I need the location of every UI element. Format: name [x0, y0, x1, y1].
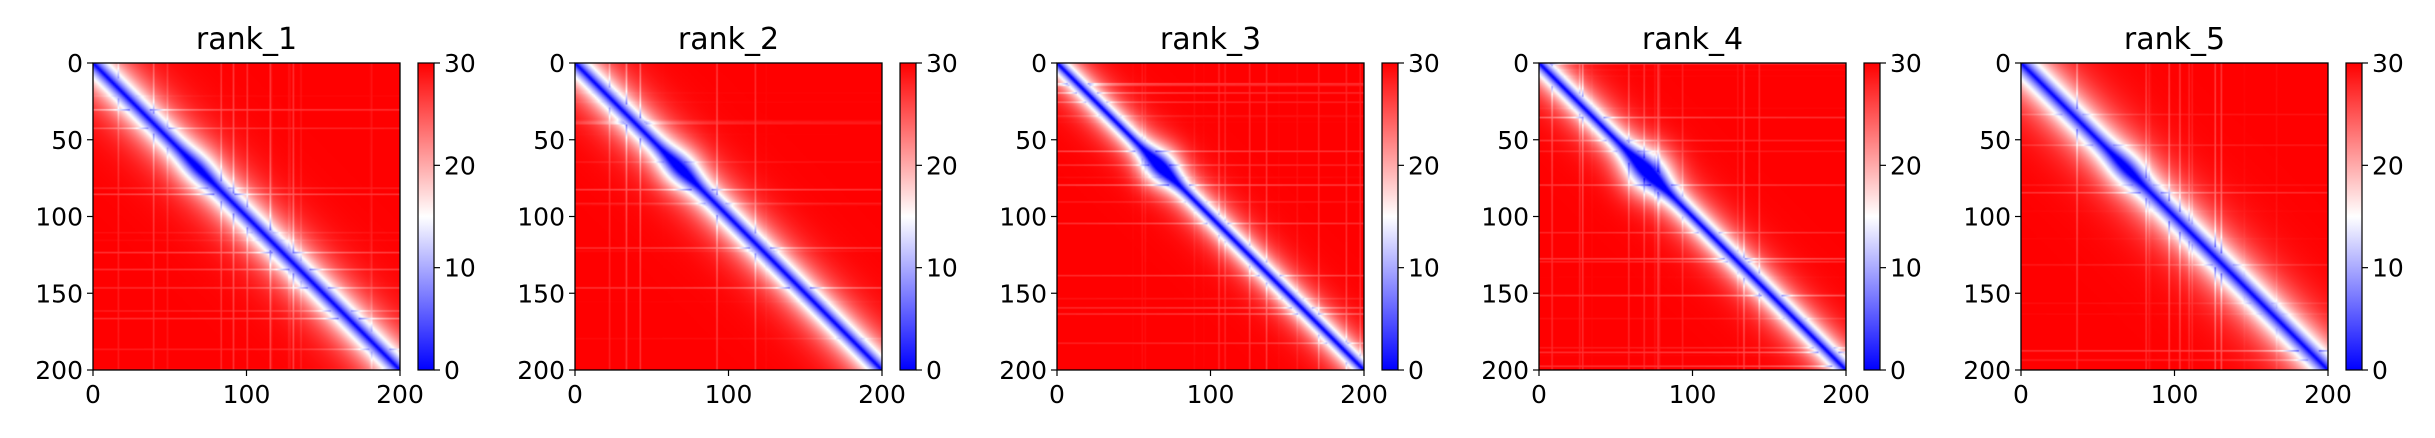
colorbar — [899, 62, 917, 371]
x-tick-label: 100 — [1669, 380, 1717, 409]
colorbar — [1863, 62, 1881, 371]
colorbar-tick-label: 20 — [1408, 151, 1440, 180]
y-tick-label: 50 — [51, 126, 83, 155]
y-tick-label: 200 — [1963, 356, 2011, 385]
x-tick-label: 0 — [1531, 380, 1547, 409]
y-tick-label: 150 — [999, 279, 1047, 308]
x-tick-label: 100 — [705, 380, 753, 409]
y-tick-label: 100 — [517, 203, 565, 232]
panel-title: rank_1 — [196, 22, 297, 57]
colorbar-tick-label: 30 — [1890, 49, 1922, 78]
colorbar-tick-label: 20 — [926, 151, 958, 180]
colorbar-tick-label: 30 — [444, 49, 476, 78]
y-tick-label: 150 — [1481, 279, 1529, 308]
distance-matrix-image — [1539, 63, 1846, 370]
colorbar-tick-label: 0 — [1890, 356, 1906, 385]
x-tick-label: 100 — [1187, 380, 1235, 409]
y-tick-label: 100 — [1963, 203, 2011, 232]
colorbar-tick-label: 10 — [444, 254, 476, 283]
colorbar — [2345, 62, 2363, 371]
y-tick-label: 0 — [1995, 49, 2011, 78]
distance-matrix-image — [575, 63, 882, 370]
y-tick-label: 50 — [533, 126, 565, 155]
colorbar-tick-label: 0 — [926, 356, 942, 385]
colorbar — [417, 62, 435, 371]
x-tick-label: 200 — [2304, 380, 2352, 409]
colorbar-tick-label: 30 — [926, 49, 958, 78]
x-tick-label: 200 — [376, 380, 424, 409]
panel-title: rank_5 — [2124, 22, 2225, 57]
colorbar-tick-label: 0 — [444, 356, 460, 385]
colorbar-tick-label: 10 — [1408, 254, 1440, 283]
x-tick-label: 0 — [2013, 380, 2029, 409]
x-tick-label: 200 — [1340, 380, 1388, 409]
x-tick-label: 0 — [567, 380, 583, 409]
x-tick-label: 0 — [1049, 380, 1065, 409]
colorbar-tick-label: 30 — [2372, 49, 2404, 78]
colorbar-tick-label: 20 — [444, 151, 476, 180]
y-tick-label: 0 — [1031, 49, 1047, 78]
panel-title: rank_2 — [678, 22, 779, 57]
colorbar-tick-label: 20 — [2372, 151, 2404, 180]
y-tick-label: 0 — [67, 49, 83, 78]
y-tick-label: 0 — [1513, 49, 1529, 78]
colorbar-tick-label: 10 — [1890, 254, 1922, 283]
y-tick-label: 50 — [1979, 126, 2011, 155]
colorbar-tick-label: 10 — [2372, 254, 2404, 283]
colorbar-tick-label: 0 — [1408, 356, 1424, 385]
colorbar-tick-label: 0 — [2372, 356, 2388, 385]
x-tick-label: 0 — [85, 380, 101, 409]
y-tick-label: 150 — [517, 279, 565, 308]
y-tick-label: 200 — [35, 356, 83, 385]
y-tick-label: 50 — [1015, 126, 1047, 155]
y-tick-label: 150 — [1963, 279, 2011, 308]
colorbar-tick-label: 30 — [1408, 49, 1440, 78]
distance-matrix-image — [93, 63, 400, 370]
distance-matrix-image — [2021, 63, 2328, 370]
colorbar-tick-label: 20 — [1890, 151, 1922, 180]
y-tick-label: 150 — [35, 279, 83, 308]
distance-matrix-image — [1057, 63, 1364, 370]
y-tick-label: 100 — [999, 203, 1047, 232]
colorbar-tick-label: 10 — [926, 254, 958, 283]
y-tick-label: 200 — [1481, 356, 1529, 385]
x-tick-label: 100 — [2151, 380, 2199, 409]
y-tick-label: 50 — [1497, 126, 1529, 155]
y-tick-label: 200 — [517, 356, 565, 385]
x-tick-label: 200 — [1822, 380, 1870, 409]
colorbar — [1381, 62, 1399, 371]
x-tick-label: 100 — [223, 380, 271, 409]
y-tick-label: 100 — [35, 203, 83, 232]
panel-title: rank_3 — [1160, 22, 1261, 57]
y-tick-label: 200 — [999, 356, 1047, 385]
y-tick-label: 0 — [549, 49, 565, 78]
panel-title: rank_4 — [1642, 22, 1743, 57]
y-tick-label: 100 — [1481, 203, 1529, 232]
x-tick-label: 200 — [858, 380, 906, 409]
